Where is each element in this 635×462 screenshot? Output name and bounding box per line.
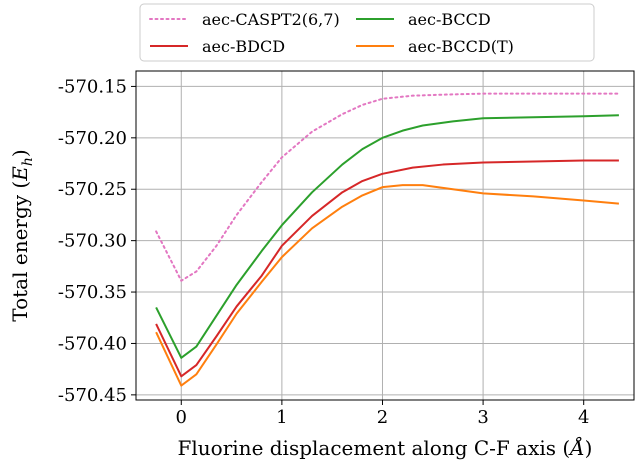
y-tick-label: -570.25 — [58, 179, 127, 200]
y-tick-label: -570.40 — [58, 333, 127, 354]
series-layer — [155, 92, 620, 387]
chart-legend: aec-CASPT2(6,7) aec-BDCD aec-BCCD aec-BCCD(… — [139, 3, 595, 62]
y-tick-label: -570.35 — [58, 282, 127, 303]
y-tick-label: -570.15 — [58, 76, 127, 97]
x-tick-label: 0 — [176, 407, 187, 428]
legend-label: aec-CASPT2(6,7) — [202, 10, 340, 29]
y-tick-label: -570.20 — [58, 128, 127, 149]
axis-ticks: 0 1 2 3 4 -570.15 -570.20 -570.25 -570.30 -570.35… — [58, 76, 590, 428]
series-line-aec-bccd-t — [155, 184, 619, 387]
x-tick-label: 1 — [276, 407, 287, 428]
legend-label: aec-BCCD(T) — [408, 37, 514, 56]
series-line-aec-caspt2-6-7 — [155, 92, 620, 282]
x-axis-label: Fluorine displacement along C-F axis (Å) — [178, 435, 593, 460]
legend-label: aec-BCCD — [408, 10, 491, 29]
legend-label: aec-BDCD — [202, 37, 285, 56]
x-tick-label: 2 — [377, 407, 388, 428]
legend-box — [139, 3, 595, 62]
x-tick-label: 3 — [477, 407, 488, 428]
y-tick-label: -570.30 — [58, 231, 127, 252]
grid-lines — [136, 71, 634, 400]
series-line-aec-bdcd — [155, 159, 619, 378]
x-tick-label: 4 — [578, 407, 589, 428]
y-axis-label: Total energy (Eh) — [8, 149, 36, 321]
y-tick-label: -570.45 — [58, 385, 127, 406]
series-line-aec-bccd — [155, 114, 619, 359]
plot-area-frame — [135, 70, 635, 401]
